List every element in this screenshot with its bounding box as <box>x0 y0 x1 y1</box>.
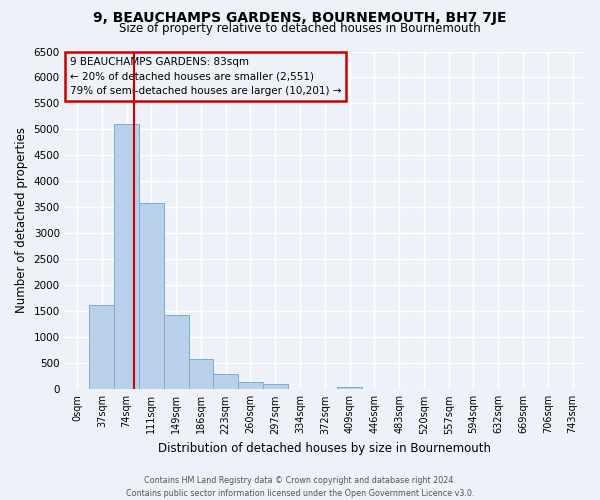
X-axis label: Distribution of detached houses by size in Bournemouth: Distribution of detached houses by size … <box>158 442 491 455</box>
Text: 9, BEAUCHAMPS GARDENS, BOURNEMOUTH, BH7 7JE: 9, BEAUCHAMPS GARDENS, BOURNEMOUTH, BH7 … <box>93 11 507 25</box>
Bar <box>263 384 287 390</box>
Text: Size of property relative to detached houses in Bournemouth: Size of property relative to detached ho… <box>119 22 481 35</box>
Bar <box>139 204 164 390</box>
Text: 9 BEAUCHAMPS GARDENS: 83sqm
← 20% of detached houses are smaller (2,551)
79% of : 9 BEAUCHAMPS GARDENS: 83sqm ← 20% of det… <box>70 56 341 96</box>
Y-axis label: Number of detached properties: Number of detached properties <box>15 128 28 314</box>
Bar <box>114 124 139 390</box>
Bar <box>238 382 263 390</box>
Bar <box>89 305 114 390</box>
Bar <box>188 358 214 390</box>
Bar <box>164 315 188 390</box>
Bar <box>337 386 362 390</box>
Text: Contains HM Land Registry data © Crown copyright and database right 2024.
Contai: Contains HM Land Registry data © Crown c… <box>126 476 474 498</box>
Bar <box>214 374 238 390</box>
